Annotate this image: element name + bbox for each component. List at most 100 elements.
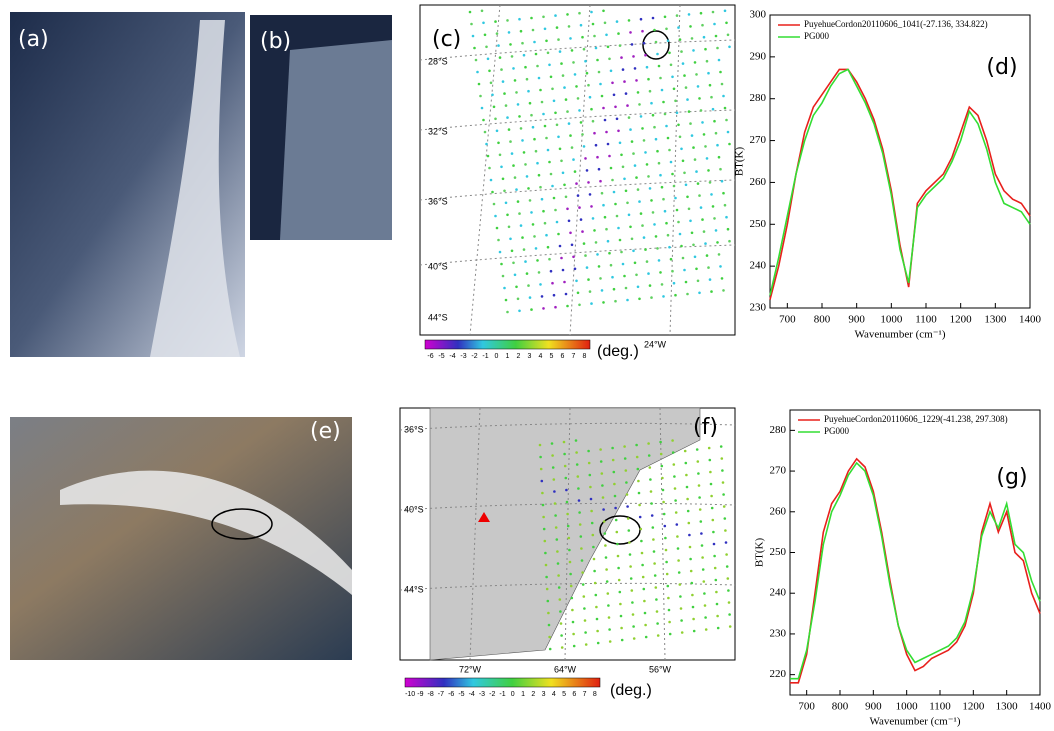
dot <box>669 257 673 261</box>
dot <box>507 128 511 131</box>
dot <box>647 454 651 457</box>
dot <box>641 29 644 33</box>
dot <box>599 179 602 183</box>
dot <box>576 194 580 197</box>
dot <box>713 217 716 220</box>
dot <box>627 116 631 119</box>
dot <box>701 568 705 571</box>
colorbar-unit: (deg.) <box>597 343 639 360</box>
dot <box>710 95 713 99</box>
dot <box>512 67 515 70</box>
dot <box>545 39 548 43</box>
dot <box>507 31 511 34</box>
dot <box>569 584 573 588</box>
dot <box>713 566 717 570</box>
x-tick-label: 900 <box>865 701 882 713</box>
dot <box>662 100 665 104</box>
dot <box>581 583 585 586</box>
dot <box>606 592 610 595</box>
dot <box>521 139 524 142</box>
dot <box>680 244 683 248</box>
dot <box>615 530 619 534</box>
dot <box>519 29 523 33</box>
dot <box>560 159 563 163</box>
dot <box>719 445 723 448</box>
dot <box>616 542 619 546</box>
dot <box>614 299 617 303</box>
dot <box>659 271 662 274</box>
dot <box>722 289 725 292</box>
dot <box>596 629 599 633</box>
dot <box>578 206 581 209</box>
dot <box>560 634 563 637</box>
dot <box>710 494 713 498</box>
dot <box>704 145 707 148</box>
colorbar-tick-label: 4 <box>552 691 556 698</box>
dot <box>675 523 679 526</box>
dot <box>645 65 649 69</box>
dot <box>602 203 605 207</box>
dot <box>629 225 632 229</box>
dot <box>533 137 536 141</box>
dot <box>654 40 658 44</box>
dot <box>677 571 681 574</box>
dot <box>539 88 542 92</box>
y-tick-label: 280 <box>750 92 767 104</box>
dot <box>602 508 605 511</box>
dot <box>557 38 560 41</box>
dot <box>697 484 701 487</box>
dot <box>546 599 550 603</box>
lat-label: 36°S <box>428 196 448 206</box>
dot <box>542 209 545 213</box>
lon-label: 24°W <box>644 339 667 349</box>
dot <box>601 484 604 487</box>
dot <box>621 68 625 71</box>
dot <box>614 518 618 522</box>
dot <box>506 310 509 314</box>
dot <box>704 242 707 245</box>
dot <box>525 175 529 178</box>
colorbar-unit: (deg.) <box>610 682 652 699</box>
dot <box>494 117 497 121</box>
dot <box>477 82 481 86</box>
dot <box>711 205 715 208</box>
dot <box>624 286 628 290</box>
colorbar-tick-label: -5 <box>458 691 464 698</box>
highlight-ellipse <box>211 508 273 540</box>
dot <box>506 116 509 119</box>
legend-label: PuyehueCordon20110606_1229(-41.238, 297.… <box>824 414 1008 424</box>
dot <box>468 10 472 14</box>
dot <box>650 502 653 505</box>
dot <box>612 470 616 474</box>
dot <box>554 111 557 115</box>
panel-label: (a) <box>18 27 49 52</box>
dot <box>605 130 608 134</box>
dot <box>567 219 571 223</box>
dot <box>600 191 604 195</box>
dot <box>677 559 680 562</box>
dot <box>596 58 599 62</box>
dot <box>632 55 635 58</box>
dot <box>675 208 679 212</box>
dot <box>624 469 628 472</box>
dot <box>590 509 593 513</box>
dot <box>665 572 669 576</box>
dot <box>672 87 676 91</box>
dot <box>644 248 647 251</box>
colorbar <box>424 339 591 350</box>
dot <box>713 554 716 558</box>
dot <box>494 214 497 218</box>
dot <box>651 526 655 529</box>
dot <box>687 521 691 525</box>
dot <box>652 538 655 541</box>
dot <box>495 32 499 35</box>
dot <box>561 171 565 175</box>
dot <box>583 607 586 610</box>
dot <box>701 121 704 124</box>
dot <box>593 229 596 232</box>
dot <box>633 164 637 167</box>
dot <box>712 530 715 534</box>
dot <box>664 548 668 552</box>
dot <box>486 154 490 158</box>
dot <box>720 457 724 460</box>
